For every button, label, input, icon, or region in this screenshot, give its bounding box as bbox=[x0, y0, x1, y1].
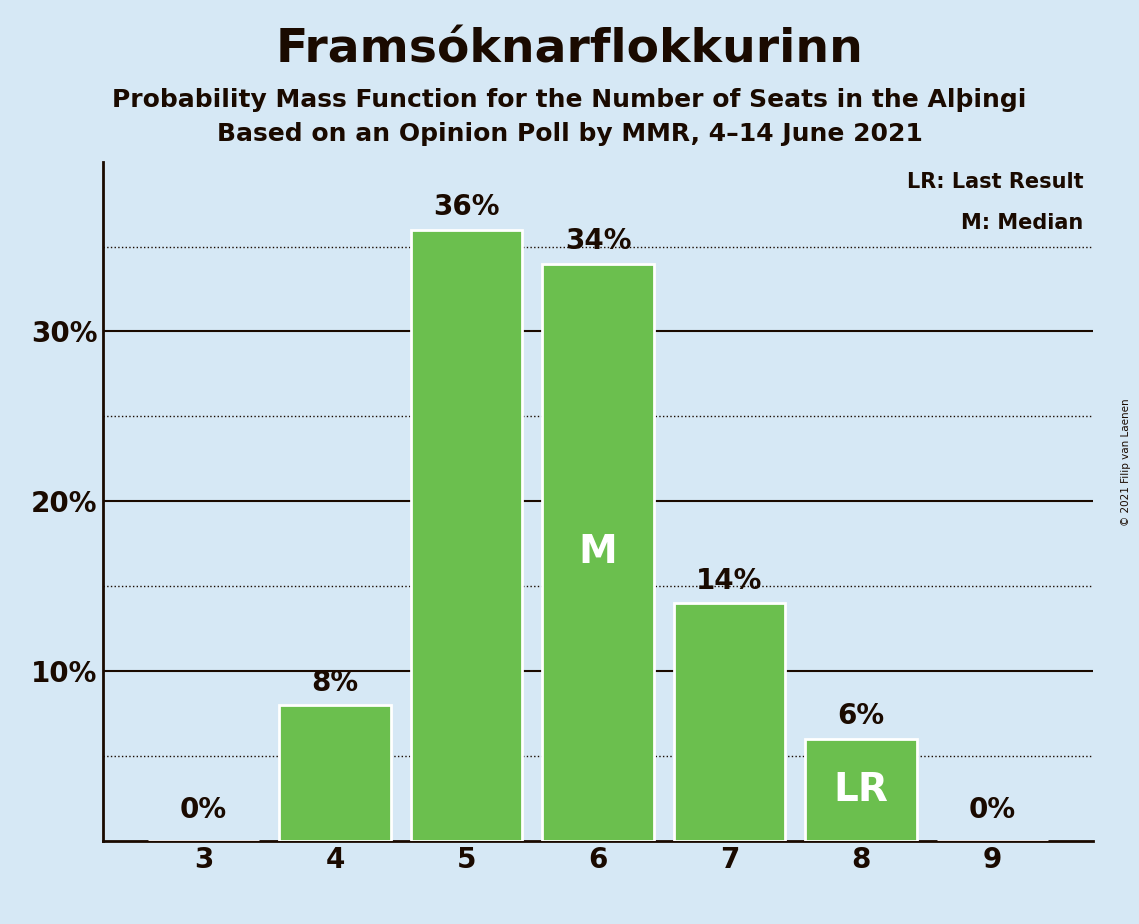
Bar bbox=[805, 739, 917, 841]
Text: 34%: 34% bbox=[565, 227, 631, 255]
Bar bbox=[410, 230, 523, 841]
Text: 14%: 14% bbox=[696, 566, 763, 595]
Bar bbox=[542, 263, 654, 841]
Bar bbox=[279, 705, 391, 841]
Text: 36%: 36% bbox=[433, 193, 500, 221]
Text: M: M bbox=[579, 533, 617, 571]
Text: 0%: 0% bbox=[969, 796, 1016, 824]
Text: Framsóknarflokkurinn: Framsóknarflokkurinn bbox=[276, 28, 863, 73]
Text: M: Median: M: Median bbox=[961, 213, 1083, 233]
Text: LR: Last Result: LR: Last Result bbox=[907, 172, 1083, 192]
Text: Probability Mass Function for the Number of Seats in the Alþingi: Probability Mass Function for the Number… bbox=[113, 88, 1026, 112]
Text: LR: LR bbox=[834, 771, 888, 808]
Text: 6%: 6% bbox=[837, 702, 885, 731]
Bar bbox=[673, 603, 786, 841]
Text: 0%: 0% bbox=[180, 796, 227, 824]
Text: Based on an Opinion Poll by MMR, 4–14 June 2021: Based on an Opinion Poll by MMR, 4–14 Ju… bbox=[216, 122, 923, 146]
Text: © 2021 Filip van Laenen: © 2021 Filip van Laenen bbox=[1121, 398, 1131, 526]
Text: 8%: 8% bbox=[311, 669, 359, 697]
